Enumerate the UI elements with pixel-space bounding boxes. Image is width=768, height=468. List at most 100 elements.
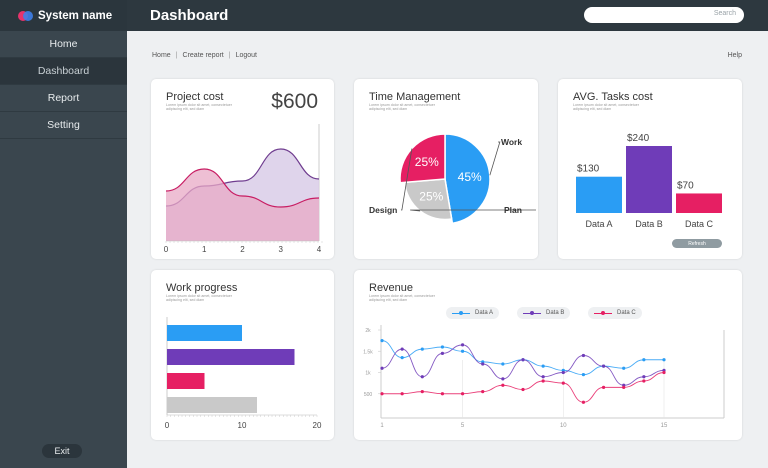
work-progress-card: Work progress Lorem ipsum dolor sit amet…	[151, 270, 334, 440]
line-point	[400, 392, 404, 396]
pie-leader-line	[489, 141, 501, 176]
app-name: System name	[38, 9, 113, 22]
y-tick-label: 500	[364, 392, 373, 398]
line-point	[501, 362, 505, 366]
line-point	[501, 383, 505, 387]
line-series-data-a	[381, 340, 664, 376]
pie-slice-work	[444, 133, 491, 225]
line-point	[440, 351, 445, 355]
area-series-2	[166, 169, 319, 241]
card-subtitle: Lorem ipsum dolor sit amet, consectetuer…	[369, 103, 435, 112]
x-tick-label: 5	[461, 423, 465, 429]
line-point	[380, 339, 384, 343]
line-point	[541, 379, 545, 383]
line-point	[501, 377, 505, 381]
card-subtitle: Lorem ipsum dolor sit amet, consectetuer…	[166, 103, 232, 112]
brand: System name	[0, 0, 127, 31]
card-title: AVG. Tasks cost	[573, 91, 653, 103]
pie-slice-plan	[403, 178, 453, 221]
line-point	[642, 358, 646, 362]
legend-item-data-a[interactable]: Data A	[446, 307, 500, 319]
x-tick-label: 0	[164, 245, 169, 254]
line-point	[581, 353, 586, 358]
line-point	[460, 392, 465, 396]
x-tick-label: 1	[380, 423, 384, 429]
line-point	[601, 385, 606, 389]
y-tick-label: 1.5k	[363, 349, 373, 355]
card-subtitle: Lorem ipsum dolor sit amet, consectetuer…	[573, 103, 639, 112]
bar-data-c	[676, 193, 722, 213]
project-cost-value: $600	[271, 90, 318, 113]
progress-bar-2	[167, 349, 295, 365]
line-point	[380, 366, 384, 370]
help-link[interactable]: Help	[727, 52, 742, 59]
bar-category-label: Data A	[585, 219, 612, 229]
line-point	[521, 387, 525, 392]
exit-button[interactable]: Exit	[42, 444, 82, 458]
avg-tasks-cost-card: AVG. Tasks cost Lorem ipsum dolor sit am…	[558, 79, 742, 259]
area-series-line-2	[165, 168, 320, 208]
bar-data-b	[626, 146, 672, 213]
card-subtitle: Lorem ipsum dolor sit amet, consectetuer…	[166, 294, 232, 303]
card-title: Work progress	[166, 282, 238, 294]
x-tick-label: 2	[240, 245, 245, 254]
sidebar-item-dashboard[interactable]: Dashboard	[0, 58, 127, 85]
line-point	[420, 375, 424, 379]
line-point	[581, 400, 586, 404]
line-point	[400, 356, 404, 360]
line-series-data-b	[381, 344, 665, 386]
pie-percent-label: 25%	[415, 155, 439, 169]
line-point	[481, 362, 485, 366]
x-tick-label: 10	[560, 423, 567, 429]
pie-percent-label: 25%	[419, 190, 443, 204]
pie-percent-label: 45%	[458, 170, 482, 184]
search-placeholder: Search	[713, 10, 736, 17]
line-point	[642, 375, 646, 379]
sidebar-item-home[interactable]: Home	[0, 31, 127, 58]
pie-leader-line	[401, 148, 413, 211]
x-tick-label: 15	[661, 423, 668, 429]
line-point	[561, 370, 565, 375]
sidebar: System name Home Dashboard Report Settin…	[0, 0, 127, 468]
line-point	[622, 366, 626, 370]
x-tick-label: 1	[202, 245, 207, 254]
line-point	[561, 381, 565, 385]
bar-value-label: $70	[677, 180, 694, 191]
x-tick-label: 0	[165, 421, 170, 430]
line-point	[521, 358, 525, 362]
x-tick-label: 4	[317, 245, 322, 254]
pie-slice-label: Design	[369, 205, 397, 215]
line-point	[541, 375, 545, 379]
bar-category-label: Data B	[635, 219, 663, 229]
sidebar-item-report[interactable]: Report	[0, 85, 127, 112]
project-cost-card: Project cost Lorem ipsum dolor sit amet,…	[151, 79, 334, 259]
progress-bar-1	[167, 325, 242, 341]
y-tick-label: 1k	[365, 371, 371, 377]
card-title: Project cost	[166, 91, 224, 103]
bar-value-label: $240	[627, 133, 650, 144]
avg-tasks-cost-bar-chart: $130 Data A $240 Data B $70 Data C	[576, 133, 722, 229]
line-point	[420, 390, 424, 394]
progress-bar-4	[167, 397, 257, 413]
line-point	[380, 392, 384, 396]
breadcrumb-home-link[interactable]: Home	[152, 52, 171, 59]
search-input[interactable]: Search	[584, 7, 744, 23]
breadcrumb-create-report-link[interactable]: Create report	[182, 52, 224, 59]
line-point	[481, 390, 485, 394]
sidebar-item-setting[interactable]: Setting	[0, 112, 127, 139]
x-tick-label: 10	[238, 421, 247, 430]
bar-category-label: Data C	[685, 219, 714, 229]
refresh-button[interactable]: Refresh	[672, 239, 722, 248]
card-title: Time Management	[369, 91, 461, 103]
breadcrumb: Home | Create report | Logout	[152, 52, 257, 59]
bar-value-label: $130	[577, 164, 600, 175]
legend-item-data-c[interactable]: Data C	[588, 307, 642, 319]
breadcrumb-separator: |	[228, 52, 231, 59]
line-point	[622, 385, 626, 389]
breadcrumb-logout-link[interactable]: Logout	[235, 52, 258, 59]
line-point	[440, 392, 445, 396]
pie-slice-label: Plan	[504, 205, 522, 215]
line-point	[460, 343, 465, 347]
legend-item-data-b[interactable]: Data B	[517, 307, 571, 319]
